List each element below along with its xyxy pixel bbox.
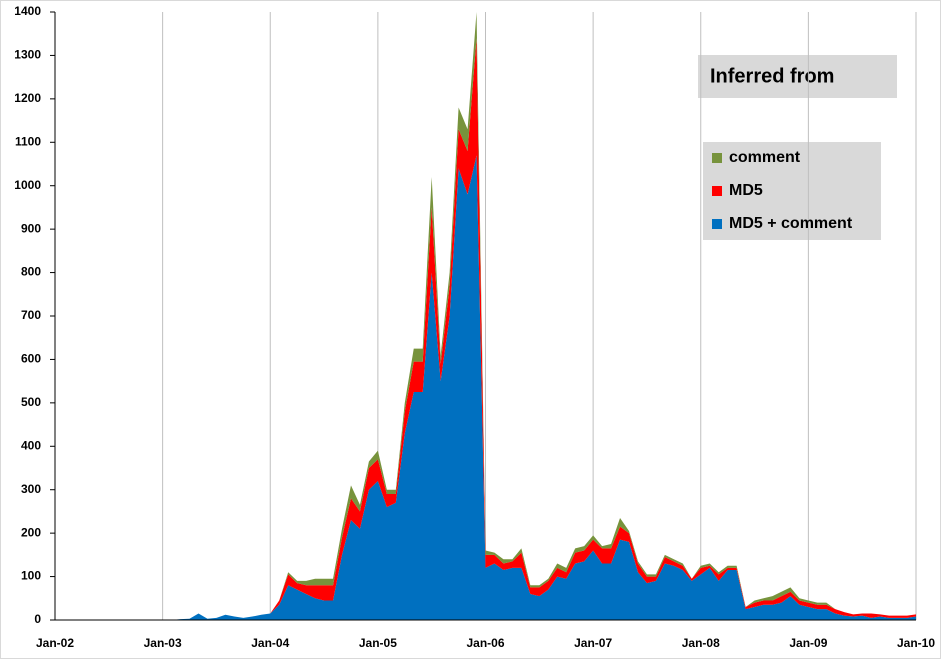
x-tick-label: Jan-06 [466,636,504,650]
legend-swatch [712,219,722,229]
legend-swatch [712,186,722,196]
annotation: Inferred from [710,65,834,87]
y-tick-label: 0 [34,612,41,626]
legend-label: comment [729,149,801,166]
y-tick-label: 1000 [14,178,41,192]
y-tick-label: 1100 [15,134,41,148]
x-tick-label: Jan-04 [251,636,289,650]
y-tick-label: 1200 [14,91,41,105]
y-tick-label: 1300 [14,48,41,62]
x-tick-label: Jan-08 [682,636,720,650]
y-tick-label: 200 [21,525,41,539]
x-tick-label: Jan-05 [359,636,397,650]
y-tick-label: 900 [21,221,41,235]
annotation-box [698,55,897,98]
y-tick-label: 500 [21,395,41,409]
y-tick-label: 1400 [14,4,41,18]
y-tick-label: 400 [21,438,41,452]
y-tick-label: 800 [21,265,41,279]
y-tick-label: 300 [21,482,41,496]
legend-box [703,142,881,240]
y-tick-label: 100 [21,569,41,583]
x-tick-label: Jan-03 [144,636,182,650]
legend-label: MD5 + comment [729,215,853,232]
legend-label: MD5 [729,182,763,199]
x-tick-label: Jan-02 [36,636,74,650]
x-tick-label: Jan-07 [574,636,612,650]
y-tick-label: 700 [21,308,41,322]
x-tick-label: Jan-09 [789,636,827,650]
y-tick-label: 600 [21,352,41,366]
legend-swatch [712,153,722,163]
x-tick-label: Jan-10 [897,636,935,650]
